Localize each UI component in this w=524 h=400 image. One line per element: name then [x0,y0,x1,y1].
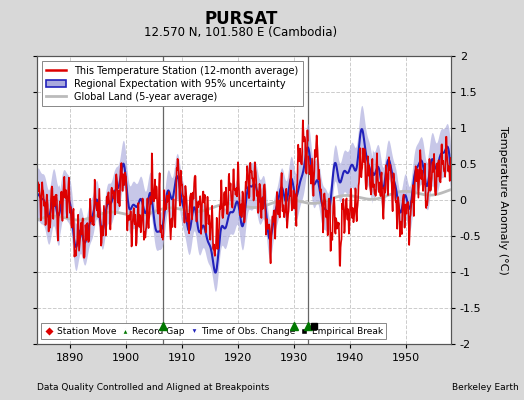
Text: 12.570 N, 101.580 E (Cambodia): 12.570 N, 101.580 E (Cambodia) [145,26,337,39]
Text: Berkeley Earth: Berkeley Earth [452,383,519,392]
Legend: Station Move, Record Gap, Time of Obs. Change, Empirical Break: Station Move, Record Gap, Time of Obs. C… [41,323,386,340]
Text: Data Quality Controlled and Aligned at Breakpoints: Data Quality Controlled and Aligned at B… [37,383,269,392]
Text: PURSAT: PURSAT [204,10,278,28]
Y-axis label: Temperature Anomaly (°C): Temperature Anomaly (°C) [498,126,508,274]
